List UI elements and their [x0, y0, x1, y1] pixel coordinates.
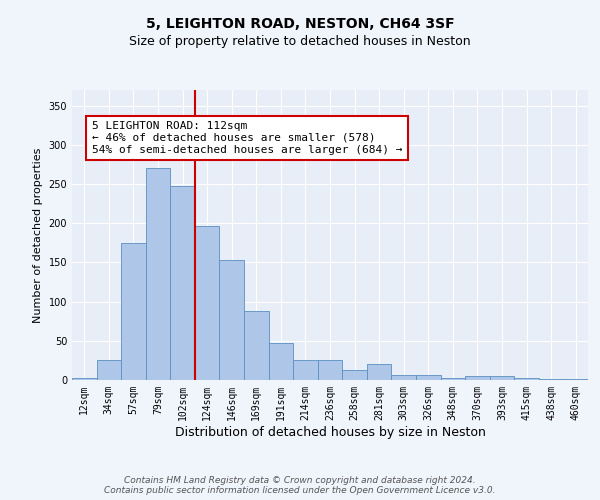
Bar — [318, 360, 342, 380]
Bar — [416, 374, 440, 380]
Text: 5 LEIGHTON ROAD: 112sqm
← 46% of detached houses are smaller (578)
54% of semi-d: 5 LEIGHTON ROAD: 112sqm ← 46% of detache… — [92, 122, 402, 154]
Text: Size of property relative to detached houses in Neston: Size of property relative to detached ho… — [129, 35, 471, 48]
Bar — [367, 364, 391, 380]
Bar — [563, 379, 588, 380]
Bar — [121, 243, 146, 380]
Bar — [269, 343, 293, 380]
Bar — [539, 379, 563, 380]
Bar — [195, 226, 220, 380]
Text: 5, LEIGHTON ROAD, NESTON, CH64 3SF: 5, LEIGHTON ROAD, NESTON, CH64 3SF — [146, 18, 454, 32]
Text: Contains HM Land Registry data © Crown copyright and database right 2024.
Contai: Contains HM Land Registry data © Crown c… — [104, 476, 496, 495]
Bar — [465, 376, 490, 380]
Bar — [72, 378, 97, 380]
Bar — [170, 186, 195, 380]
Bar — [440, 378, 465, 380]
Y-axis label: Number of detached properties: Number of detached properties — [33, 148, 43, 322]
Bar — [514, 378, 539, 380]
X-axis label: Distribution of detached houses by size in Neston: Distribution of detached houses by size … — [175, 426, 485, 438]
Bar — [146, 168, 170, 380]
Bar — [293, 360, 318, 380]
Bar — [220, 260, 244, 380]
Bar — [391, 374, 416, 380]
Bar — [490, 376, 514, 380]
Bar — [342, 370, 367, 380]
Bar — [97, 360, 121, 380]
Bar — [244, 311, 269, 380]
